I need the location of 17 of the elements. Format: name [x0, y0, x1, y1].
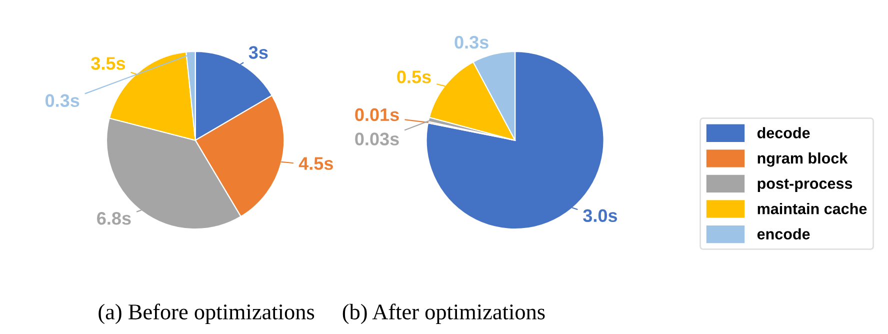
data-label: 0.01s: [355, 108, 399, 122]
data-label: 4.5s: [298, 157, 333, 170]
data-label: 0.3s: [454, 36, 488, 49]
legend-label: decode: [757, 127, 810, 138]
data-label: 0.5s: [397, 70, 431, 84]
legend-label: maintain cache: [758, 202, 867, 214]
data-label: 0.3s: [45, 94, 80, 107]
data-label: 6.8s: [97, 212, 131, 225]
text: (b) After optimizations: [342, 304, 545, 324]
data-label: 0.03s: [355, 132, 399, 146]
legend-label: ngram block: [758, 152, 848, 167]
data-label: 3s: [248, 46, 268, 59]
text: (a) Before optimizations: [98, 304, 314, 324]
data-label: 3.5s: [91, 57, 126, 70]
legend-label: encode: [757, 228, 810, 240]
legend-label: post-process: [758, 178, 852, 192]
data-label: 3.0s: [583, 209, 618, 222]
